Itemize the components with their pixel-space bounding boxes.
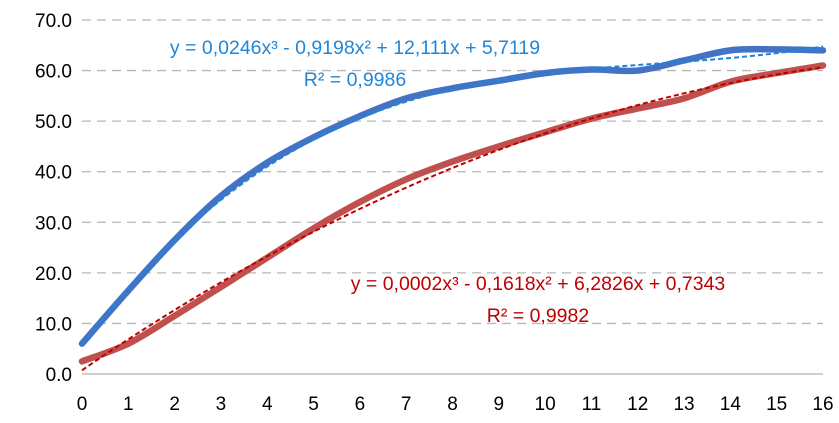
y-tick-label: 60.0: [35, 62, 72, 83]
y-tick-label: 0.0: [46, 365, 72, 386]
series-2-line: [78, 62, 827, 365]
y-tick-label: 50.0: [35, 112, 72, 133]
x-axis-tick-labels: 0 1 2 3 4 5 6 7 8 9 10 11 12 13 14 15 16: [77, 394, 834, 415]
x-tick-label: 2: [169, 394, 180, 415]
x-tick-label: 8: [447, 394, 458, 415]
series-1-trendline-r2: R² = 0,9986: [304, 69, 406, 91]
series-lines: [78, 45, 827, 365]
x-tick-label: 5: [308, 394, 319, 415]
series-1-trendline: [81, 45, 824, 346]
y-tick-label: 70.0: [35, 11, 72, 32]
y-tick-label: 40.0: [35, 163, 72, 184]
x-tick-label: 9: [494, 394, 505, 415]
y-tick-label: 30.0: [35, 213, 72, 234]
x-tick-label: 12: [627, 394, 648, 415]
x-tick-label: 13: [673, 394, 694, 415]
y-axis-tick-labels: 0.0 10.0 20.0 30.0 40.0 50.0 60.0 70.0: [35, 11, 72, 386]
y-tick-label: 10.0: [35, 314, 72, 335]
x-tick-label: 10: [535, 394, 556, 415]
x-tick-label: 16: [812, 394, 833, 415]
x-tick-label: 11: [582, 394, 602, 415]
x-tick-label: 3: [216, 394, 227, 415]
series-2-trendline: [81, 66, 824, 372]
trendlines: [81, 45, 824, 372]
series-1-trendline-equation: y = 0,0246x³ - 0,9198x² + 12,111x + 5,71…: [170, 37, 540, 59]
grid-lines: [82, 19, 823, 325]
y-tick-label: 20.0: [35, 264, 72, 285]
x-tick-label: 1: [123, 394, 134, 415]
x-tick-label: 6: [355, 394, 366, 415]
x-tick-label: 14: [720, 394, 742, 415]
series-2-trendline-equation: y = 0,0002x³ - 0,1618x² + 6,2826x + 0,73…: [351, 273, 726, 295]
x-tick-label: 4: [262, 394, 273, 415]
x-tick-label: 15: [766, 394, 787, 415]
x-tick-label: 0: [77, 394, 88, 415]
x-tick-label: 7: [401, 394, 412, 415]
series-2-trendline-r2: R² = 0,9982: [487, 305, 589, 327]
